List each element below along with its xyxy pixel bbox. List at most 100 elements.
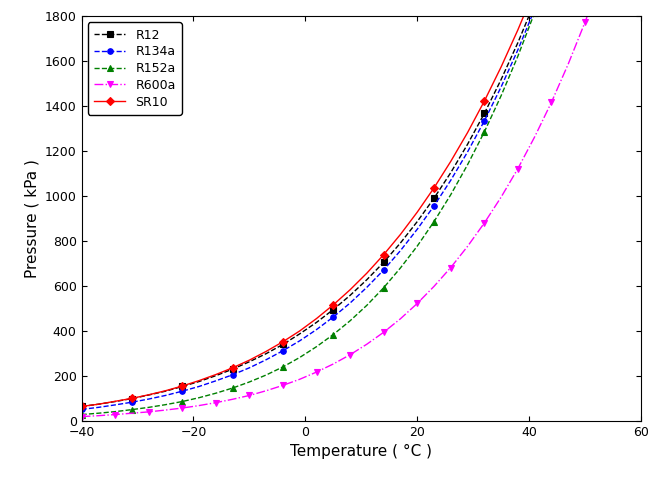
R152a bbox=[228, 385, 236, 391]
R600a bbox=[111, 412, 119, 418]
R152a bbox=[363, 302, 371, 308]
R152a bbox=[195, 395, 203, 401]
SR10 bbox=[279, 339, 287, 345]
R152a bbox=[397, 265, 405, 271]
Line: SR10: SR10 bbox=[79, 0, 638, 409]
R152a bbox=[346, 318, 354, 324]
R12 bbox=[313, 320, 321, 325]
R134a bbox=[497, 84, 505, 90]
R600a bbox=[296, 376, 304, 382]
R134a bbox=[262, 357, 270, 362]
X-axis label: Temperature ( °C ): Temperature ( °C ) bbox=[290, 444, 432, 459]
R152a bbox=[78, 412, 86, 418]
SR10 bbox=[246, 357, 253, 363]
R600a bbox=[480, 220, 488, 226]
R152a bbox=[497, 93, 505, 98]
R134a bbox=[397, 248, 405, 253]
SR10 bbox=[514, 27, 522, 33]
R134a bbox=[228, 372, 236, 378]
SR10 bbox=[313, 316, 321, 322]
SR10 bbox=[497, 64, 505, 70]
R600a bbox=[178, 405, 186, 411]
SR10 bbox=[145, 392, 152, 397]
R12 bbox=[162, 388, 170, 394]
R12 bbox=[346, 292, 354, 298]
SR10 bbox=[212, 372, 220, 377]
Line: R152a: R152a bbox=[79, 0, 638, 417]
R134a bbox=[195, 384, 203, 389]
R12 bbox=[279, 342, 287, 348]
R600a bbox=[329, 361, 337, 367]
R12 bbox=[463, 142, 471, 147]
SR10 bbox=[111, 398, 119, 404]
R134a bbox=[313, 327, 321, 333]
SR10 bbox=[296, 328, 304, 334]
R152a bbox=[262, 372, 270, 378]
R12 bbox=[430, 195, 438, 201]
R152a bbox=[531, 10, 539, 15]
R12 bbox=[195, 379, 203, 384]
R12 bbox=[246, 359, 253, 365]
R152a bbox=[413, 243, 421, 249]
R600a bbox=[497, 194, 505, 200]
SR10 bbox=[379, 252, 387, 258]
SR10 bbox=[363, 270, 371, 276]
R134a bbox=[111, 402, 119, 408]
R12 bbox=[212, 373, 220, 379]
R134a bbox=[128, 399, 136, 405]
R600a bbox=[447, 264, 455, 270]
R134a bbox=[430, 203, 438, 209]
SR10 bbox=[463, 130, 471, 135]
R152a bbox=[329, 332, 337, 337]
R600a bbox=[413, 300, 421, 306]
SR10 bbox=[162, 388, 170, 394]
R152a bbox=[447, 192, 455, 198]
R600a bbox=[78, 414, 86, 420]
SR10 bbox=[178, 383, 186, 389]
R134a bbox=[346, 300, 354, 306]
R12 bbox=[78, 404, 86, 409]
R600a bbox=[262, 388, 270, 394]
R152a bbox=[379, 285, 387, 290]
R152a bbox=[313, 344, 321, 349]
R12 bbox=[514, 40, 522, 46]
SR10 bbox=[329, 302, 337, 308]
Legend: R12, R134a, R152a, R600a, SR10: R12, R134a, R152a, R600a, SR10 bbox=[88, 23, 182, 115]
SR10 bbox=[480, 98, 488, 104]
R600a bbox=[463, 243, 471, 249]
R12 bbox=[413, 219, 421, 225]
R152a bbox=[279, 364, 287, 370]
R600a bbox=[430, 284, 438, 289]
R134a bbox=[296, 338, 304, 344]
R12 bbox=[497, 77, 505, 83]
R12 bbox=[397, 240, 405, 246]
R152a bbox=[145, 405, 152, 410]
R600a bbox=[128, 410, 136, 416]
R134a bbox=[329, 314, 337, 320]
SR10 bbox=[397, 231, 405, 237]
R12 bbox=[145, 392, 152, 398]
R134a bbox=[379, 267, 387, 273]
R134a bbox=[178, 388, 186, 394]
R134a bbox=[463, 149, 471, 155]
R134a bbox=[279, 348, 287, 354]
R134a bbox=[78, 407, 86, 412]
R152a bbox=[162, 402, 170, 408]
R600a bbox=[246, 393, 253, 398]
R600a bbox=[346, 352, 354, 358]
R12 bbox=[296, 331, 304, 336]
R152a bbox=[128, 407, 136, 412]
SR10 bbox=[128, 396, 136, 401]
R134a bbox=[447, 178, 455, 183]
R12 bbox=[94, 401, 102, 407]
R134a bbox=[413, 227, 421, 232]
R12 bbox=[262, 351, 270, 357]
SR10 bbox=[94, 401, 102, 407]
R12 bbox=[531, 0, 539, 5]
Line: R134a: R134a bbox=[79, 0, 638, 412]
Y-axis label: Pressure ( kPa ): Pressure ( kPa ) bbox=[24, 159, 40, 278]
R152a bbox=[480, 129, 488, 135]
R600a bbox=[564, 61, 572, 67]
R600a bbox=[212, 400, 220, 406]
R12 bbox=[379, 260, 387, 265]
